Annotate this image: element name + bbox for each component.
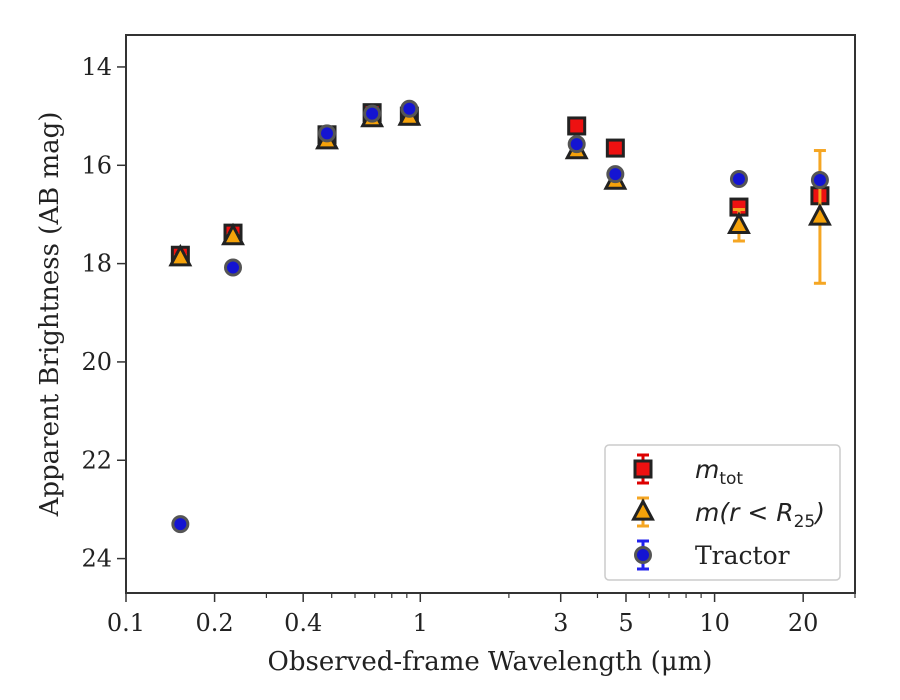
x-axis: 0.1 0.2 0.4 1 3 5 10 20 xyxy=(107,593,856,637)
data-point xyxy=(400,99,419,118)
series-triangle xyxy=(168,103,832,285)
data-point xyxy=(363,104,382,123)
legend-marker xyxy=(631,498,655,521)
x-axis-label: Observed-frame Wavelength (μm) xyxy=(268,647,713,677)
x-tick-label: 5 xyxy=(618,609,633,637)
data-point xyxy=(168,243,193,267)
data-point xyxy=(810,171,829,190)
x-tick-label: 1 xyxy=(413,609,428,637)
data-point xyxy=(318,124,337,143)
x-tick-label: 0.4 xyxy=(284,609,322,637)
data-marks xyxy=(168,99,832,534)
legend-marker xyxy=(634,546,652,564)
y-tick-label: 16 xyxy=(81,151,112,179)
x-tick-label: 20 xyxy=(788,609,819,637)
data-point xyxy=(567,116,587,136)
legend-marker xyxy=(633,459,653,479)
legend-label: Tractor xyxy=(695,541,790,570)
y-axis-label: Apparent Brightness (AB mag) xyxy=(35,112,65,518)
y-tick-label: 20 xyxy=(81,348,112,376)
series-square xyxy=(170,103,830,265)
data-point xyxy=(224,258,243,277)
x-tick-label: 10 xyxy=(699,609,730,637)
x-tick-label: 0.1 xyxy=(107,609,145,637)
legend-item: Tractor xyxy=(634,539,790,571)
y-tick-label: 18 xyxy=(81,250,112,278)
x-tick-label: 0.2 xyxy=(196,609,234,637)
data-point xyxy=(807,203,832,226)
data-point xyxy=(567,135,586,154)
plot-frame xyxy=(125,34,856,594)
data-point xyxy=(606,165,625,184)
series-circle xyxy=(171,99,829,534)
data-point xyxy=(605,138,625,158)
data-point xyxy=(727,211,751,234)
data-point xyxy=(171,515,190,534)
y-tick-label: 22 xyxy=(81,446,112,474)
y-tick-label: 14 xyxy=(81,53,112,81)
y-axis: 14 16 18 20 22 24 xyxy=(81,53,126,573)
x-tick-label: 3 xyxy=(553,609,568,637)
y-tick-label: 24 xyxy=(81,545,112,573)
data-point xyxy=(729,170,748,189)
data-point xyxy=(221,222,245,246)
legend-box xyxy=(604,444,841,581)
